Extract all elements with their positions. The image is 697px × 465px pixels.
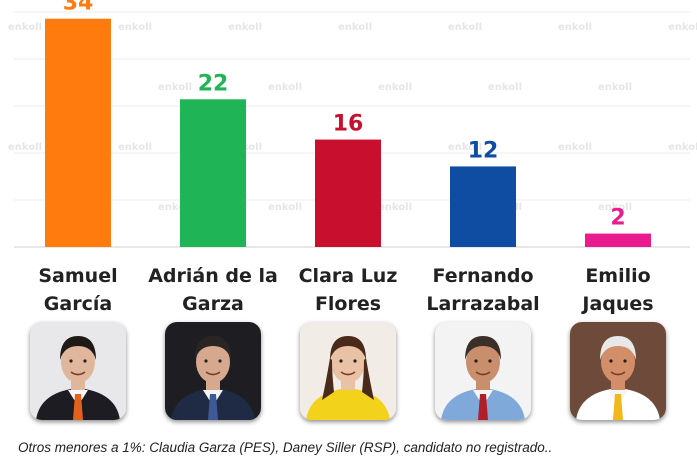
watermark-text: enkoll	[158, 202, 192, 213]
candidate-name-line: García	[43, 293, 113, 315]
candidate-photo-clara-luz-flores	[300, 322, 396, 420]
candidate-photo-fernando-larrazabal	[435, 322, 531, 420]
value-label-4: 12	[468, 138, 499, 163]
bar-chart: enkoll enkoll enkoll enkoll enkoll enkoll enko…	[8, 0, 697, 248]
bar-1	[45, 18, 111, 248]
candidate-name-2: Adrián de la Garza	[145, 262, 281, 318]
watermark-text: enkoll	[158, 82, 192, 93]
watermark-text: enkoll	[338, 22, 372, 33]
watermark-text: enkoll	[448, 22, 482, 33]
footnote: Otros menores a 1%: Claudia Garza (PES),…	[18, 440, 553, 455]
candidate-photo-samuel-garcia	[30, 322, 126, 420]
value-label-3: 16	[333, 112, 364, 137]
bar-4	[450, 166, 516, 247]
value-labels: 34 22 16 12 2	[63, 0, 626, 231]
watermark-text: enkoll	[268, 202, 302, 213]
bars	[45, 18, 651, 248]
candidate-name-line: Clara Luz	[298, 265, 398, 287]
candidate-photo-adrian-de-la-garza	[165, 322, 261, 420]
watermark-text: enkoll	[8, 22, 42, 33]
watermark-text: enkoll	[668, 142, 697, 153]
watermark-text: enkoll	[268, 82, 302, 93]
watermark-text: enkoll	[558, 22, 592, 33]
watermark-text: enkoll	[118, 22, 152, 33]
candidate-name-line: Fernando	[432, 265, 534, 287]
candidate-name-line: Samuel	[38, 265, 118, 287]
watermark-text: enkoll	[488, 82, 522, 93]
bar-5	[585, 233, 651, 247]
candidate-name-line: Larrazabal	[426, 293, 540, 315]
watermark-text: enkoll	[378, 202, 412, 213]
candidate-name-line: Emilio Jaques	[582, 265, 654, 315]
bar-2	[180, 99, 246, 248]
watermark-text: enkoll	[448, 142, 482, 153]
candidate-name-3: Clara Luz Flores	[280, 262, 416, 318]
bar-3	[315, 139, 381, 247]
value-label-5: 2	[610, 206, 625, 231]
candidate-photo-emilio-jaques-rivera	[570, 322, 666, 420]
watermark-text: enkoll	[378, 82, 412, 93]
watermark-text: enkoll	[598, 82, 632, 93]
candidate-name-line: Garza	[182, 293, 244, 315]
watermark-text: enkoll	[228, 22, 262, 33]
watermark-text: enkoll	[668, 22, 697, 33]
watermark-text: enkoll	[598, 202, 632, 213]
candidate-name-line: Flores	[314, 293, 382, 315]
watermark-text: enkoll	[558, 142, 592, 153]
candidate-name-1: Samuel García	[10, 262, 146, 318]
candidate-name-line: Adrián de la	[148, 265, 278, 287]
watermark-text: enkoll	[8, 142, 42, 153]
value-label-1: 34	[63, 0, 94, 16]
watermark-text: enkoll	[118, 142, 152, 153]
value-label-2: 22	[198, 71, 229, 96]
candidate-name-4: Fernando Larrazabal	[415, 262, 551, 318]
